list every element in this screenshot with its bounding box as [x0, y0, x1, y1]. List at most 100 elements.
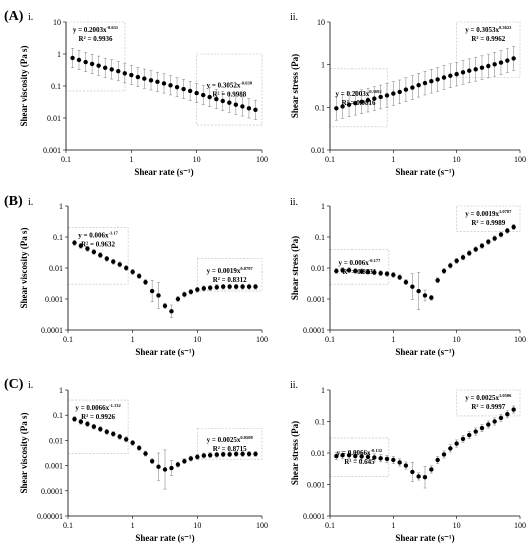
data-point: [346, 102, 352, 107]
y-tick-label: 0.0001: [303, 512, 325, 521]
fit-equation: y = 0.2003x0.3692: [336, 89, 383, 98]
data-point: [175, 296, 181, 302]
row-label: (B): [4, 194, 23, 209]
fit-equation-base: y = 0.3053x: [465, 26, 499, 34]
data-point: [511, 56, 516, 61]
data-point: [498, 415, 504, 421]
y-tick-label: 0.001: [45, 295, 63, 304]
data-point: [422, 80, 428, 86]
data-point: [156, 293, 161, 298]
fit-equation-exponent: -1.132: [109, 403, 121, 408]
data-point: [372, 96, 377, 101]
data-point: [117, 434, 122, 439]
data-point: [397, 460, 402, 465]
y-tick-label: 0.0001: [303, 326, 325, 335]
x-axis-label: Shear rate (s⁻¹): [135, 347, 194, 357]
fit-equation-base: y = 0.006x: [78, 232, 109, 240]
data-point: [122, 71, 127, 76]
y-axis-label: Shear stress (Pa): [290, 236, 300, 300]
data-point: [98, 252, 103, 258]
data-point: [85, 421, 90, 427]
data-point: [201, 453, 207, 458]
data-point: [169, 309, 174, 314]
data-point: [492, 236, 497, 241]
data-point: [174, 84, 180, 90]
data-point: [123, 437, 129, 442]
data-point: [403, 463, 409, 468]
fit-equation-exponent: 0.3692: [369, 89, 382, 94]
data-point: [76, 57, 82, 63]
fit-equation-base: y = 0.2003x: [73, 26, 107, 34]
x-tick-label: 1: [391, 155, 395, 164]
data-point: [384, 456, 390, 462]
x-tick-label: 100: [514, 155, 526, 164]
y-tick-label: 0.0001: [41, 326, 63, 335]
data-point: [85, 246, 90, 251]
data-point: [410, 85, 415, 90]
fit-equation-exponent: -0.638: [240, 81, 252, 86]
data-point: [435, 457, 440, 463]
data-point: [129, 72, 134, 78]
data-point: [384, 271, 390, 276]
fit-equation-base: y = 0.0025x: [465, 394, 499, 402]
data-point: [214, 452, 219, 457]
data-point: [253, 284, 258, 289]
panel-sub-label: i.: [28, 12, 33, 23]
data-point: [156, 464, 161, 469]
x-axis-label: Shear rate (s⁻¹): [395, 533, 454, 543]
data-point: [162, 467, 168, 472]
fit-equation-exponent: 0.0797: [240, 266, 253, 271]
data-point: [70, 55, 75, 61]
data-point: [429, 295, 434, 300]
data-point: [340, 267, 345, 273]
data-point: [391, 272, 396, 278]
fit-equation-exponent: -1.17: [108, 231, 118, 236]
data-point: [240, 104, 245, 109]
data-point: [365, 269, 371, 275]
fit-box: [196, 53, 263, 126]
x-axis-label: Shear rate (s⁻¹): [135, 533, 194, 543]
data-point: [505, 228, 510, 233]
fit-equation-base: y = 0.0019x: [207, 267, 241, 275]
data-point: [188, 456, 194, 461]
y-tick-label: 1: [321, 386, 325, 395]
fit-equation-exponent: 1.0787: [499, 209, 512, 214]
y-tick-label: 1: [321, 202, 325, 211]
x-tick-label: 0.1: [61, 155, 71, 164]
data-point: [111, 259, 116, 264]
data-point: [454, 441, 459, 446]
data-point: [116, 69, 121, 74]
data-point: [416, 288, 421, 294]
data-point: [169, 465, 174, 471]
y-tick-label: 0.01: [311, 264, 325, 273]
panel-sub-label: i.: [28, 380, 33, 391]
data-point: [492, 419, 497, 424]
data-point: [102, 65, 108, 71]
data-point: [353, 453, 358, 459]
data-point: [227, 452, 232, 457]
fit-equation-base: y = 0.006x: [338, 259, 369, 267]
data-point: [117, 262, 122, 267]
fit-equation-exponent: 0.0508: [240, 435, 253, 440]
x-tick-label: 10: [453, 335, 461, 344]
data-point: [403, 279, 409, 285]
x-tick-label: 10: [193, 155, 201, 164]
fit-r-squared: R² = 0.8231: [342, 268, 376, 276]
y-tick-label: 0.1: [315, 418, 325, 427]
data-point: [135, 74, 141, 80]
data-point: [233, 102, 239, 107]
fit-r-squared: R² = 0.9632: [81, 241, 115, 249]
x-tick-label: 10: [193, 335, 201, 344]
data-point: [334, 268, 339, 274]
y-tick-label: 0.01: [311, 146, 325, 155]
y-tick-label: 0.01: [49, 264, 63, 273]
data-point: [182, 458, 187, 464]
data-point: [83, 59, 88, 65]
data-point: [422, 293, 428, 298]
x-tick-label: 1: [391, 521, 395, 530]
data-point: [492, 62, 497, 67]
panel-sub-label: ii.: [290, 197, 298, 208]
data-point: [246, 284, 252, 289]
data-point: [498, 60, 504, 65]
